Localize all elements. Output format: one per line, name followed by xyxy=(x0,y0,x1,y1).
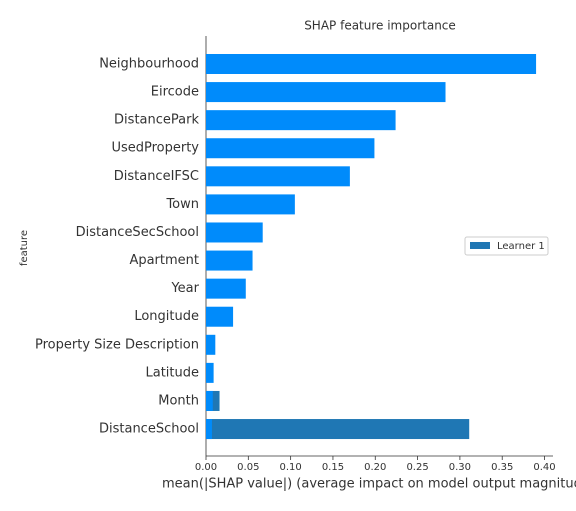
bar xyxy=(206,222,263,243)
bar xyxy=(206,334,216,355)
chart-title: SHAP feature importance xyxy=(304,19,456,33)
bar xyxy=(206,82,446,103)
legend-label: Learner 1 xyxy=(497,241,545,252)
bar xyxy=(206,138,375,159)
bar xyxy=(206,419,212,440)
y-tick-label: DistanceSecSchool xyxy=(76,225,199,240)
bar xyxy=(206,390,213,411)
x-axis-label: mean(|SHAP value|) (average impact on mo… xyxy=(162,477,576,492)
x-tick-label: 0.25 xyxy=(406,462,428,473)
bar xyxy=(206,250,253,271)
bar xyxy=(206,419,470,440)
bar xyxy=(206,306,234,327)
y-tick-label: UsedProperty xyxy=(111,141,199,156)
bar xyxy=(206,110,396,131)
y-tick-label: Property Size Description xyxy=(35,337,199,352)
y-tick-label: Eircode xyxy=(151,85,199,100)
y-axis-label: feature xyxy=(19,230,30,266)
y-tick-label: Neighbourhood xyxy=(99,57,199,72)
x-tick-label: 0.15 xyxy=(322,462,344,473)
y-tick-label: DistanceIFSC xyxy=(114,169,199,184)
y-tick-label: DistanceSchool xyxy=(99,422,199,437)
bar xyxy=(206,54,537,74)
x-tick-label: 0.30 xyxy=(449,462,471,473)
y-tick-label: DistancePark xyxy=(114,113,199,128)
y-tick-label: Latitude xyxy=(145,365,199,380)
x-tick-label: 0.00 xyxy=(195,462,217,473)
bar xyxy=(206,194,295,215)
y-tick-label: Town xyxy=(165,197,199,212)
x-tick-label: 0.10 xyxy=(280,462,302,473)
bar xyxy=(206,166,350,187)
legend-box xyxy=(464,236,549,256)
y-tick-label: Month xyxy=(158,393,199,408)
x-tick-label: 0.05 xyxy=(237,462,259,473)
legend-swatch xyxy=(470,242,490,249)
x-tick-label: 0.35 xyxy=(491,462,513,473)
bar xyxy=(206,362,214,383)
x-tick-label: 0.40 xyxy=(533,462,555,473)
bar xyxy=(206,278,246,299)
y-tick-label: Apartment xyxy=(129,253,199,268)
y-tick-label: Longitude xyxy=(134,309,199,324)
x-tick-label: 0.20 xyxy=(364,462,386,473)
y-tick-label: Year xyxy=(170,281,199,296)
